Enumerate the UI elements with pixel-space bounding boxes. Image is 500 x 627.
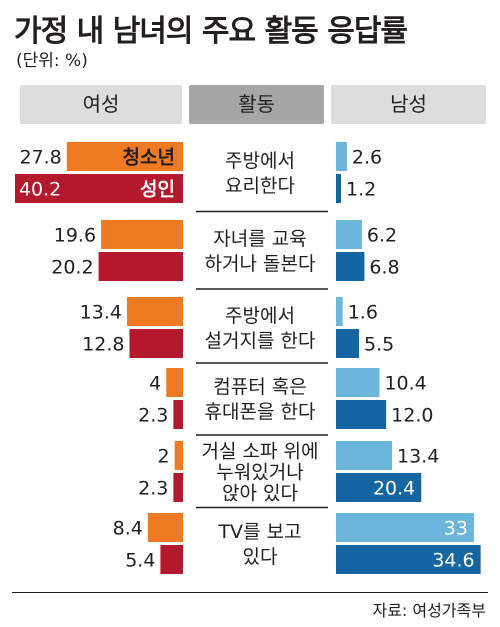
female-adult-value: 2.3 — [138, 405, 168, 427]
male-youth-value: 2.6 — [352, 147, 382, 169]
female-youth-value: 2 — [158, 446, 170, 468]
male-youth-value: 10.4 — [384, 373, 426, 395]
male-adult-bar — [336, 329, 359, 358]
male-adult-value: 20.4 — [373, 478, 415, 500]
activity-label: TV를 보고 있다 — [217, 521, 301, 568]
male-youth-bar — [336, 513, 474, 542]
legend-adult-label: 성인 — [140, 179, 175, 201]
male-youth-bar — [336, 368, 380, 397]
female-youth-bar — [66, 142, 183, 171]
activity-label: 거실 소파 위에 누워있거나 앉아 있다 — [202, 441, 319, 505]
female-youth-bar — [101, 220, 183, 249]
female-adult-bar — [14, 174, 183, 203]
female-youth-bar — [126, 297, 183, 326]
female-adult-bar — [129, 329, 183, 358]
female-adult-bar — [173, 473, 183, 502]
male-adult-bar — [336, 252, 365, 281]
male-adult-bar — [336, 473, 422, 502]
footer-divider — [12, 592, 488, 593]
female-adult-value: 12.8 — [82, 334, 124, 356]
male-adult-value: 1.2 — [346, 179, 376, 201]
male-youth-value: 13.4 — [397, 446, 439, 468]
activity-label: 주방에서 요리한다 — [225, 150, 295, 197]
female-adult-value: 40.2 — [19, 179, 61, 201]
female-youth-bar — [147, 513, 183, 542]
male-adult-bar — [336, 545, 481, 574]
male-adult-value: 34.6 — [432, 550, 474, 572]
male-youth-value: 6.2 — [367, 225, 397, 247]
female-youth-value: 8.4 — [113, 518, 143, 540]
male-youth-bar — [336, 441, 393, 470]
chart-title: 가정 내 남녀의 주요 활동 응답률 — [14, 14, 408, 49]
female-youth-bar — [174, 441, 183, 470]
female-youth-value: 19.6 — [54, 225, 96, 247]
male-adult-value: 12.0 — [391, 405, 433, 427]
header-activity: 활동 — [189, 85, 324, 124]
female-youth-value: 27.8 — [19, 147, 61, 169]
header-male: 남성 — [331, 85, 486, 124]
female-adult-bar — [173, 400, 183, 429]
male-adult-bar — [336, 174, 342, 203]
female-adult-bar — [160, 545, 183, 574]
female-youth-value: 4 — [149, 373, 161, 395]
male-youth-bar — [336, 142, 347, 171]
source-note: 자료: 여성가족부 — [372, 601, 486, 620]
male-adult-bar — [336, 400, 387, 429]
male-youth-value: 1.6 — [348, 302, 378, 324]
activity-label: 자녀를 교육 하거나 돌본다 — [205, 228, 316, 275]
female-adult-value: 20.2 — [51, 257, 93, 279]
female-adult-value: 5.4 — [125, 550, 155, 572]
unit-label: (단위: %) — [16, 51, 88, 71]
female-adult-bar — [98, 252, 183, 281]
header-female: 여성 — [20, 85, 182, 124]
male-youth-bar — [336, 220, 362, 249]
activity-label: 컴퓨터 혹은 휴대폰을 한다 — [205, 376, 316, 423]
male-youth-bar — [336, 297, 343, 326]
activity-label: 주방에서 설거지를 한다 — [205, 305, 316, 352]
male-adult-value: 5.5 — [364, 334, 394, 356]
legend-youth-label: 청소년 — [123, 147, 175, 169]
male-adult-value: 6.8 — [369, 257, 399, 279]
male-youth-value: 33 — [444, 518, 468, 540]
female-youth-bar — [166, 368, 183, 397]
female-youth-value: 13.4 — [80, 302, 122, 324]
female-adult-value: 2.3 — [138, 478, 168, 500]
